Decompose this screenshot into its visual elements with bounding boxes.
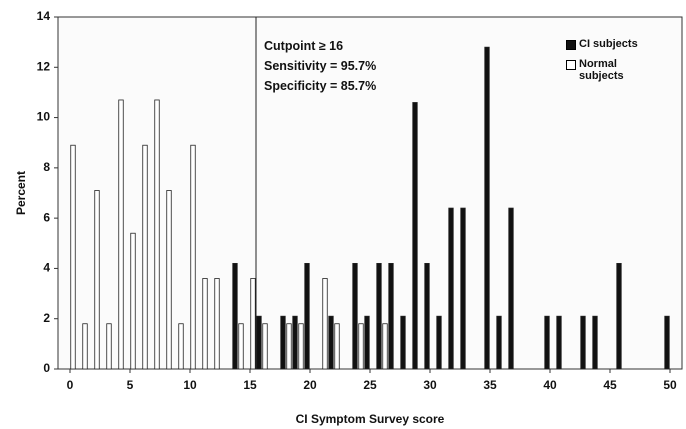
bar xyxy=(580,315,586,370)
x-tick-label: 15 xyxy=(243,378,257,392)
bar xyxy=(190,144,196,370)
legend-swatch xyxy=(566,60,576,70)
bar xyxy=(322,278,328,370)
bar xyxy=(106,323,112,370)
y-tick-label: 14 xyxy=(37,9,51,23)
x-tick-label: 0 xyxy=(67,378,74,392)
y-tick-label: 0 xyxy=(43,361,50,375)
x-tick-label: 45 xyxy=(603,378,617,392)
bar xyxy=(262,323,268,370)
bar xyxy=(118,99,124,370)
bar xyxy=(238,323,244,370)
bar xyxy=(130,232,136,370)
bar xyxy=(232,262,238,370)
bar xyxy=(460,207,466,370)
bar xyxy=(358,323,364,370)
bar xyxy=(484,46,490,370)
legend: CI subjects Normal subjects xyxy=(566,38,666,90)
bar xyxy=(412,102,418,370)
bar xyxy=(544,315,550,370)
plot-area xyxy=(57,16,683,370)
bar xyxy=(304,262,310,370)
bar xyxy=(334,323,340,370)
y-tick-label: 4 xyxy=(43,261,50,275)
annotation: Cutpoint ≥ 16 xyxy=(264,39,344,53)
bar xyxy=(664,315,670,370)
bar xyxy=(70,144,76,370)
y-tick-label: 10 xyxy=(37,110,51,124)
bar xyxy=(214,278,220,370)
bar xyxy=(166,190,172,370)
bar xyxy=(286,323,292,370)
bar xyxy=(388,262,394,370)
bar xyxy=(256,315,262,370)
bar xyxy=(448,207,454,370)
y-tick-label: 6 xyxy=(43,210,50,224)
bar xyxy=(202,278,208,370)
bar xyxy=(436,315,442,370)
bar xyxy=(352,262,358,370)
bar xyxy=(142,144,148,370)
y-tick-label: 2 xyxy=(43,311,50,325)
annotation-block: Cutpoint ≥ 16 Sensitivity = 95.7% Specif… xyxy=(264,36,376,96)
bar xyxy=(424,262,430,370)
bar xyxy=(250,278,256,370)
x-tick-label: 30 xyxy=(423,378,437,392)
bar xyxy=(496,315,502,370)
x-tick-label: 20 xyxy=(303,378,317,392)
annotation: Specificity = 85.7% xyxy=(264,79,377,93)
bar xyxy=(556,315,562,370)
bar xyxy=(376,262,382,370)
bar xyxy=(292,315,298,370)
bar xyxy=(154,99,160,370)
bar xyxy=(82,323,88,370)
x-tick-label: 25 xyxy=(363,378,377,392)
bar xyxy=(94,190,100,370)
bar xyxy=(508,207,514,370)
x-tick-label: 10 xyxy=(183,378,197,392)
x-tick-label: 50 xyxy=(663,378,677,392)
bar xyxy=(382,323,388,370)
bar xyxy=(298,323,304,370)
bar xyxy=(592,315,598,370)
x-tick-label: 35 xyxy=(483,378,497,392)
y-tick-label: 8 xyxy=(43,160,50,174)
bar xyxy=(364,315,370,370)
legend-item: Normal subjects xyxy=(566,58,666,82)
bar xyxy=(280,315,286,370)
x-tick-label: 5 xyxy=(127,378,134,392)
bar xyxy=(616,262,622,370)
legend-item: CI subjects xyxy=(566,38,666,50)
bar xyxy=(178,323,184,370)
legend-label: CI subjects xyxy=(579,38,638,50)
bar xyxy=(400,315,406,370)
legend-swatch xyxy=(566,40,576,50)
x-tick-label: 40 xyxy=(543,378,557,392)
annotation: Sensitivity = 95.7% xyxy=(264,59,377,73)
bar xyxy=(328,315,334,370)
y-tick-label: 12 xyxy=(37,59,51,73)
x-axis-label: CI Symptom Survey score xyxy=(296,412,445,426)
y-axis-label: Percent xyxy=(14,171,28,215)
legend-label: Normal subjects xyxy=(579,58,624,82)
